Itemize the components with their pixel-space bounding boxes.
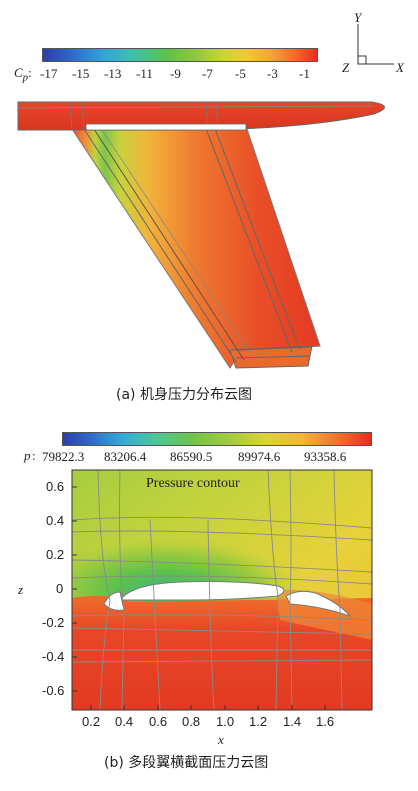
axis-z-label: Z	[342, 60, 350, 75]
z-tick: 0.2	[46, 547, 65, 562]
cbar-tick: -11	[136, 66, 153, 81]
x-axis-label: x	[218, 732, 224, 747]
cbar-tick: 86590.5	[170, 449, 213, 464]
cbar-tick: -13	[104, 66, 122, 81]
cbar-tick: -3	[267, 66, 278, 81]
x-tick: 0.6	[149, 714, 168, 729]
cbar-tick: -17	[40, 66, 58, 81]
cbar-tick: 83206.4	[104, 449, 147, 464]
x-tick: 1.6	[316, 714, 335, 729]
bottom-colorbar	[62, 432, 372, 446]
x-tick: 0.4	[115, 714, 134, 729]
z-axis-label: z	[18, 582, 24, 597]
z-tick: -0.2	[42, 615, 65, 630]
x-tick: 1.4	[283, 714, 302, 729]
cbar-tick: 93358.6	[304, 449, 347, 464]
z-tick: -0.6	[42, 683, 65, 698]
top-caption: (a) 机身压力分布云图	[116, 387, 252, 403]
axis-y-label: Y	[354, 10, 362, 25]
cp-subscript: p	[22, 71, 29, 84]
z-tick: 0	[56, 581, 64, 596]
top-colorbar-label: Cp:	[14, 65, 32, 84]
x-tick: 0.2	[82, 714, 101, 729]
top-colorbar	[42, 48, 318, 62]
plot-label: Pressure contour	[146, 476, 240, 491]
z-tick: -0.4	[42, 649, 65, 664]
cbar-tick: -7	[202, 66, 213, 81]
x-tick: 1.2	[249, 714, 268, 729]
cbar-tick: -1	[299, 66, 310, 81]
cbar-tick: 89974.6	[238, 449, 281, 464]
cbar-tick: 79822.3	[42, 449, 85, 464]
x-tick: 0.8	[182, 714, 201, 729]
cbar-tick: -9	[170, 66, 181, 81]
bottom-caption: (b) 多段翼横截面压力云图	[104, 755, 269, 771]
cp-symbol: C	[14, 65, 23, 80]
bottom-colorbar-label: p	[24, 448, 31, 463]
z-tick: 0.4	[46, 513, 65, 528]
x-tick: 1.0	[216, 714, 235, 729]
cbar-tick: -15	[72, 66, 90, 81]
z-tick: 0.6	[46, 479, 65, 494]
axis-x-label: X	[396, 60, 404, 75]
bottom-colorbar-colon: :	[32, 448, 36, 463]
cbar-tick: -5	[235, 66, 246, 81]
